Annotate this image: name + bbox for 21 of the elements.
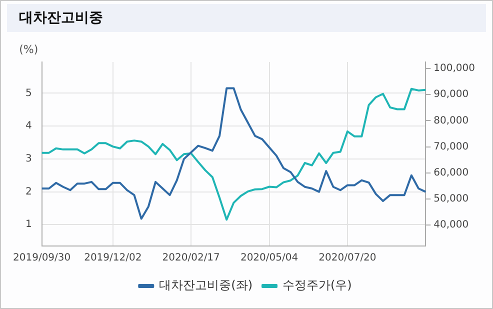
x-tick-label: 2019/09/30 [13, 252, 71, 264]
chart-title: 대차잔고비중 [7, 4, 486, 32]
y2-tick-label: 80,000 [434, 115, 469, 126]
y2-tick-label: 100,000 [434, 63, 476, 74]
y-tick-label: 5 [25, 88, 32, 99]
y-tick-label: 4 [25, 120, 32, 132]
legend-label: 대차잔고비중(좌) [159, 278, 253, 292]
x-tick-label: 2020/05/04 [240, 252, 298, 264]
y2-tick-label: 60,000 [434, 168, 469, 179]
legend-label: 수정주가(우) [282, 278, 352, 292]
y-tick-label: 1 [25, 219, 32, 230]
x-tick-label: 2020/07/20 [318, 252, 376, 264]
y2-tick-label: 70,000 [434, 141, 469, 152]
y-axis-title: (%) [19, 42, 38, 56]
x-tick-label: 2019/12/02 [84, 252, 142, 264]
y2-tick-label: 90,000 [434, 89, 469, 100]
y2-tick-label: 40,000 [434, 220, 469, 231]
y-tick-label: 2 [25, 186, 32, 198]
y-tick-label: 3 [25, 154, 32, 165]
y2-tick-label: 50,000 [434, 194, 469, 205]
x-tick-label: 2020/02/17 [162, 252, 220, 264]
